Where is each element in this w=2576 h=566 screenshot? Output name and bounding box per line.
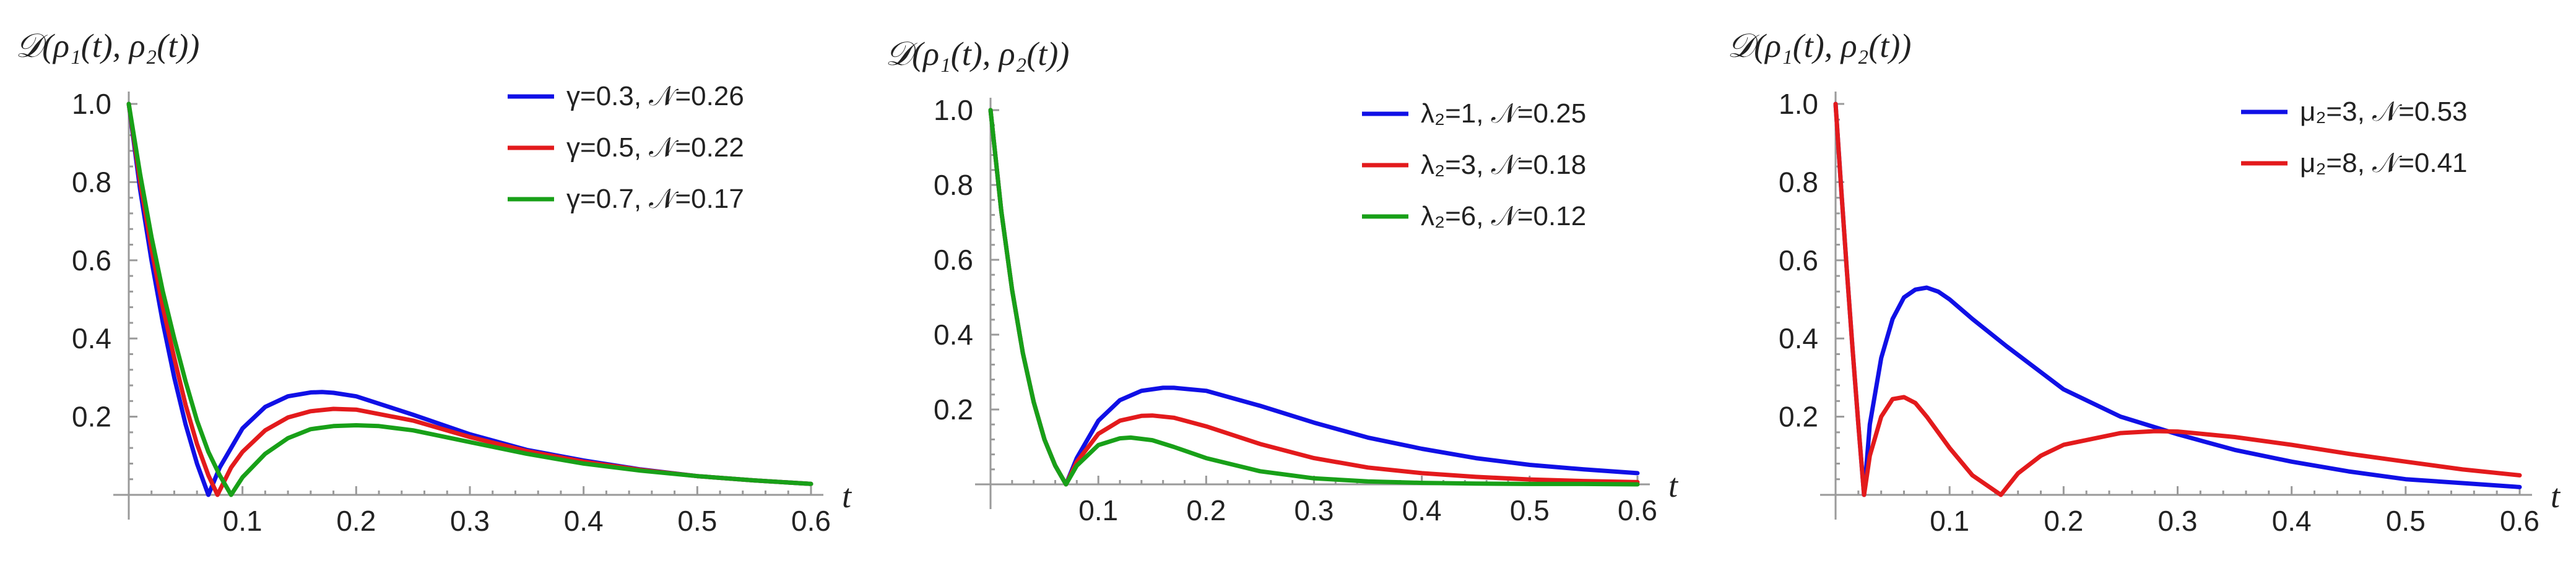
y-tick-label: 0.2 [934,393,973,426]
x-tick-label: 0.5 [677,505,717,537]
y-axis-label: 𝒟(ρ₁(t), ρ₂(t)) [1727,27,1911,64]
x-tick-label: 0.3 [2158,505,2198,537]
x-axis-label: t [2551,478,2561,515]
x-tick-label: 0.4 [1402,494,1442,526]
x-tick-label: 0.1 [1930,505,1969,537]
legend-label: μ₂=3, 𝒩=0.53 [2300,96,2468,127]
legend: λ₂=1, 𝒩=0.25 λ₂=3, 𝒩=0.18 λ₂=6, 𝒩=0.12 [1362,98,1586,231]
legend-label: λ₂=1, 𝒩=0.25 [1421,98,1586,129]
series-line-2 [1833,101,2522,497]
y-tick-label: 0.8 [934,169,973,201]
x-tick-label: 0.5 [2386,505,2426,537]
x-tick-label: 0.3 [450,505,490,537]
x-tick-label: 0.6 [791,505,831,537]
x-tick-label: 0.5 [1510,494,1550,526]
x-tick-label: 0.1 [223,505,262,537]
y-axis-label: 𝒟(ρ₁(t), ρ₂(t)) [885,35,1069,72]
legend: μ₂=3, 𝒩=0.53 μ₂=8, 𝒩=0.41 [2241,96,2468,178]
y-tick-label: 0.6 [934,244,973,276]
legend-label: γ=0.3, 𝒩=0.26 [566,81,744,111]
x-tick-label: 0.6 [2500,505,2539,537]
y-tick-label: 0.8 [72,166,111,198]
x-tick-label: 0.2 [336,505,376,537]
x-tick-label: 0.2 [2044,505,2083,537]
chart-panel-3: 0.1 0.2 0.3 0.4 0.5 0.6 0.2 0.4 0.6 0.8 1.0 𝒟(ρ₁(t)… [1727,27,2561,537]
y-axis-label: 𝒟(ρ₁(t), ρ₂(t)) [15,27,199,64]
x-tick-label: 0.3 [1295,494,1334,526]
x-tick-label: 0.4 [2272,505,2312,537]
legend-label: γ=0.5, 𝒩=0.22 [566,132,744,163]
y-tick-label: 0.4 [934,319,973,351]
series-line-3 [126,101,813,497]
y-tick-label: 1.0 [72,88,111,120]
legend-label: μ₂=8, 𝒩=0.41 [2300,148,2468,178]
x-tick-label: 0.4 [564,505,604,537]
y-tick-label: 0.2 [1779,401,1818,433]
y-tick-label: 1.0 [1779,88,1818,120]
y-tick-label: 0.4 [1779,322,1818,354]
x-tick-label: 0.1 [1078,494,1118,526]
legend-label: λ₂=6, 𝒩=0.12 [1421,201,1586,231]
y-tick-label: 0.8 [1779,166,1818,198]
y-tick-label: 0.4 [72,322,111,354]
x-axis-label: t [1668,467,1679,504]
y-tick-label: 1.0 [934,94,973,126]
legend-label: γ=0.7, 𝒩=0.17 [566,184,744,214]
legend: γ=0.3, 𝒩=0.26 γ=0.5, 𝒩=0.22 γ=0.7, 𝒩=0.17 [508,81,744,214]
x-tick-label: 0.2 [1186,494,1226,526]
y-tick-label: 0.2 [72,401,111,433]
x-tick-label: 0.6 [1618,494,1657,526]
series-line-3 [988,108,1640,487]
y-tick-label: 0.6 [1779,244,1818,277]
chart-panel-2: 0.1 0.2 0.3 0.4 0.5 0.6 0.2 0.4 0.6 0.8 1.0 𝒟(ρ₁(t)… [885,35,1679,526]
x-axis-label: t [842,478,852,515]
y-tick-label: 0.6 [72,244,111,277]
legend-label: λ₂=3, 𝒩=0.18 [1421,150,1586,180]
chart-panel-1: 0.1 0.2 0.3 0.4 0.5 0.6 0.2 0.4 0.6 0.8 1.0 𝒟(ρ₁(t)… [15,27,852,537]
